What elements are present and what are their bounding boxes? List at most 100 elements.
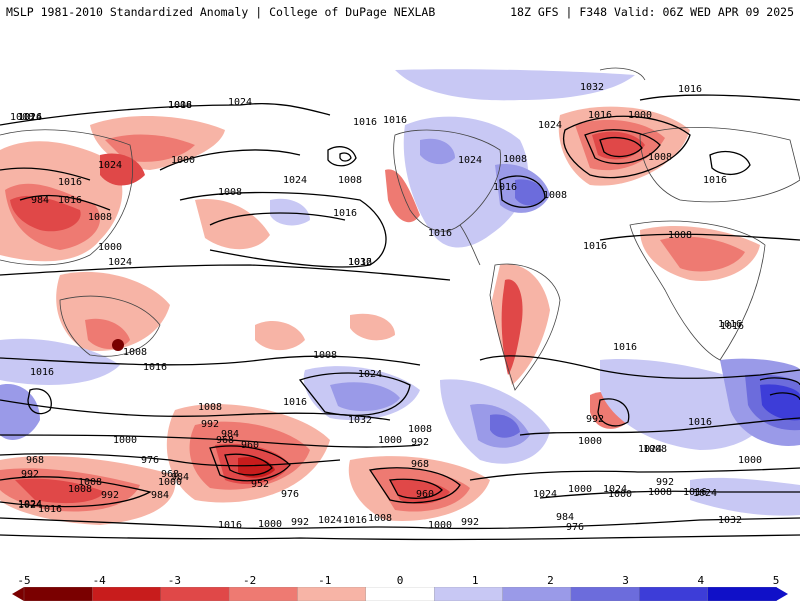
isobar-label: 1016	[333, 208, 357, 219]
isobar-label: 1024	[533, 489, 557, 500]
colorbar-high-arrow	[776, 587, 788, 601]
isobar-label: 1000	[113, 435, 137, 446]
isobar-label: 984	[556, 512, 574, 523]
isobar-label: 1024	[538, 120, 562, 131]
isobar-label: 1016	[588, 110, 612, 121]
colorbar-tick-label: -4	[92, 574, 106, 587]
isobar-label: 1008	[543, 190, 567, 201]
isobar-label: 1016	[678, 84, 702, 95]
isobar-label: 1008	[648, 152, 672, 163]
isobar-label: 1032	[348, 415, 372, 426]
colorbar-tick-label: -2	[242, 574, 257, 587]
isobar-label: 1008	[338, 175, 362, 186]
isobar-label: 968	[411, 459, 429, 470]
isobar-label: 1016	[583, 241, 607, 252]
isobar-label: 1024	[358, 369, 382, 380]
isobar-label: 1016	[168, 100, 192, 111]
isobar-label: 1016	[143, 362, 167, 373]
isobar-label: 984	[171, 472, 189, 483]
isobar-label: 1032	[580, 82, 604, 93]
isobar-label: 1016	[688, 417, 712, 428]
isobar-label: 1024	[603, 484, 627, 495]
isobar-label: 1008	[168, 100, 192, 111]
isobar-label: 992	[461, 517, 479, 528]
isobar-label: 1000	[98, 242, 122, 253]
isobar-label: 992	[291, 517, 309, 528]
colorbar-segments	[23, 586, 777, 602]
isobar-label: 1008	[648, 487, 672, 498]
anomaly-map[interactable]: 1024 1016 1024 1016 1016 1032 1024 1016 1000 1016…	[0, 40, 800, 558]
isobar-label: 1016	[383, 115, 407, 126]
colorbar-tick-label: 0	[396, 574, 404, 587]
isobar-label: 992	[21, 469, 39, 480]
colorbar-tick-label: 2	[547, 574, 554, 587]
isobar-label: 1016	[720, 321, 744, 332]
colorbar-segment	[502, 586, 572, 602]
colorbar-segment	[23, 586, 94, 602]
isobar-label: 1000	[171, 155, 195, 166]
isobar-label: 968	[161, 469, 179, 480]
isobar-label: 992	[656, 477, 674, 488]
isobar-label: 1008	[668, 230, 692, 241]
isobar-label: 1000	[608, 489, 632, 500]
isobar-label: 968	[216, 435, 234, 446]
isobar-label: 1016	[58, 195, 82, 206]
isobar-label: 1008	[198, 402, 222, 413]
isobar-label: 1000	[568, 484, 592, 495]
isobar-label: 1024	[18, 500, 42, 511]
isobar-label: 1024	[108, 257, 132, 268]
isobar-label: 1000	[158, 477, 182, 488]
isobar-label: 1000	[428, 520, 452, 531]
isobar-label: 1000	[578, 436, 602, 447]
colorbar-segment	[434, 586, 504, 602]
isobar-label: 1024	[638, 444, 662, 455]
isobar-label: 1016	[18, 112, 42, 123]
colorbar-tick-label: -3	[167, 574, 182, 587]
isobar-label: 1008	[68, 484, 92, 495]
colorbar-tick-label: 3	[622, 574, 629, 587]
isobar-label: 1008	[408, 424, 432, 435]
isobar-label: 1016	[58, 177, 82, 188]
isobar-label: 976	[141, 455, 159, 466]
colorbar-tick-label: 1	[471, 574, 479, 587]
isobar-label: 1024	[693, 488, 717, 499]
colorbar-segment	[160, 586, 230, 602]
colorbar-low-arrow	[12, 587, 24, 601]
isobar-label: 1016	[353, 117, 377, 128]
isobar-label: 1000	[628, 110, 652, 121]
isobar-label: 1032	[348, 257, 372, 268]
continent-outlines	[0, 67, 800, 391]
isobar-label: 984	[221, 429, 239, 440]
isobar-label: 952	[251, 479, 269, 490]
isobar-label: 992	[586, 414, 604, 425]
isobar-label: 1032	[718, 515, 742, 526]
anomaly-colorbar	[12, 586, 788, 602]
isobar-label: 1024	[18, 112, 42, 123]
colorbar-segment	[297, 586, 367, 602]
isobar-label: 1016	[218, 520, 242, 531]
colorbar-segment	[228, 586, 299, 602]
isobar-label: 1016	[428, 228, 452, 239]
isobar-label: 1016	[343, 515, 367, 526]
isobar-label: 1016	[613, 342, 637, 353]
isobar-label: 1016	[683, 487, 707, 498]
isobar-label: 1008	[78, 477, 102, 488]
isobar-label: 1000	[378, 435, 402, 446]
isobar-label: 1008	[88, 212, 112, 223]
isobar-label: 1016	[283, 397, 307, 408]
isobar-label: 960	[241, 440, 259, 451]
isobar-label: 1016	[703, 175, 727, 186]
isobar-label: 1000	[738, 455, 762, 466]
isobar-label: 1008	[313, 350, 337, 361]
isobar-label: 1016	[30, 367, 54, 378]
negative-anomaly-areas	[0, 106, 760, 525]
isobar-label: 1008	[368, 513, 392, 524]
isobar-label: 1016	[38, 504, 62, 515]
isobar-label: 1016	[348, 257, 372, 268]
isobar-label: 976	[281, 489, 299, 500]
model-run-label: 18Z GFS | F348 Valid: 06Z WED APR 09 202…	[510, 5, 794, 19]
isobar-label: 1016	[493, 182, 517, 193]
isobar-label: 1024	[98, 160, 122, 171]
